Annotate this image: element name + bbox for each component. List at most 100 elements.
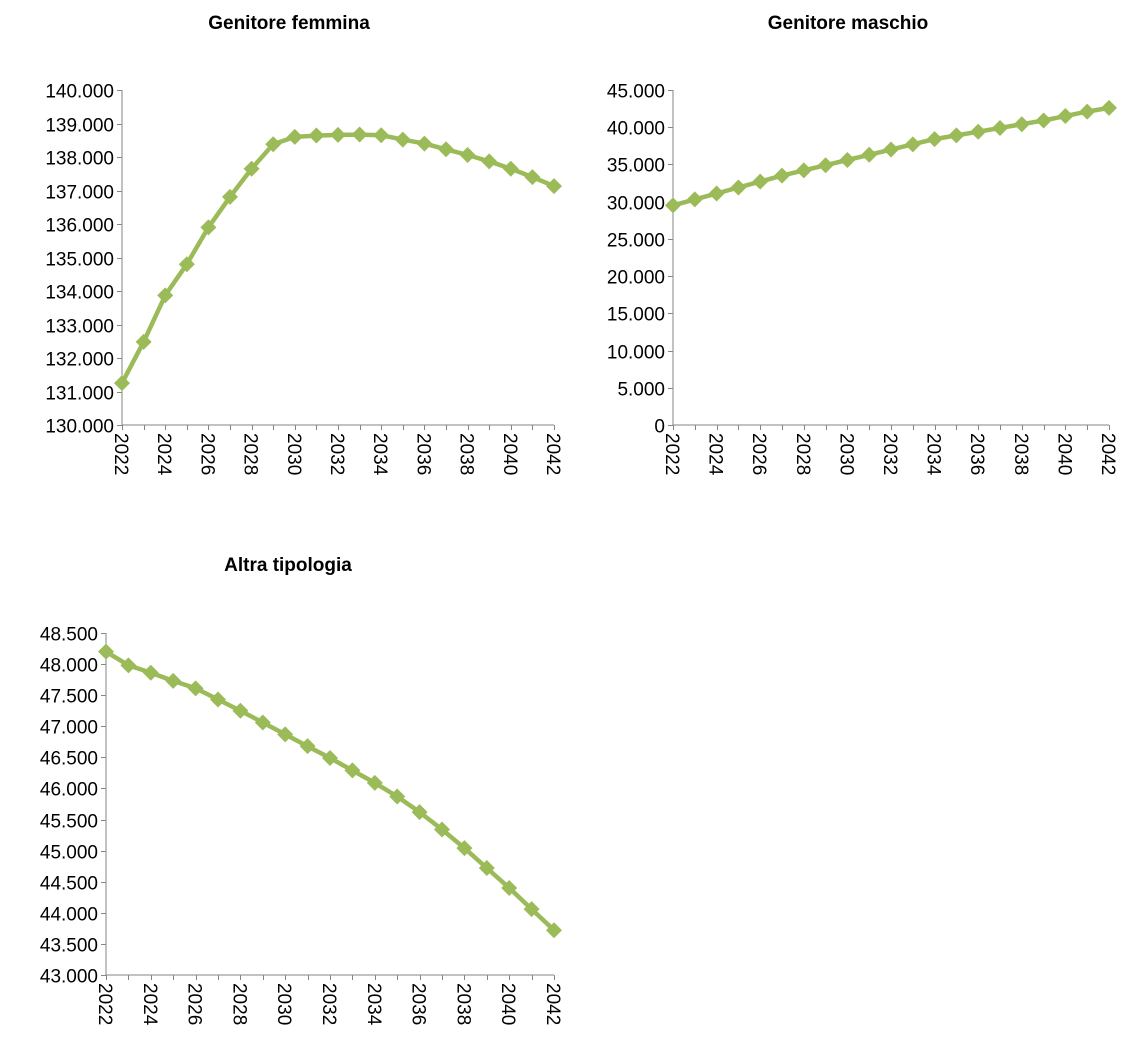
data-point-marker bbox=[481, 153, 498, 170]
x-tick-label: 2036 bbox=[408, 983, 429, 1025]
y-tick-label: 44.500 bbox=[40, 874, 98, 895]
x-tick-label: 2032 bbox=[326, 433, 347, 475]
data-point-marker bbox=[373, 127, 390, 144]
data-point-marker bbox=[394, 131, 411, 148]
x-tick-label: 2034 bbox=[923, 433, 944, 476]
data-point-marker bbox=[98, 643, 114, 660]
data-point-marker bbox=[232, 702, 249, 719]
y-tick-label: 135.000 bbox=[45, 250, 114, 271]
x-tick-label: 2030 bbox=[273, 983, 294, 1025]
x-tick-label: 2030 bbox=[835, 433, 856, 475]
x-tick-label: 2036 bbox=[412, 433, 433, 475]
data-point-marker bbox=[992, 119, 1008, 136]
y-tick-label: 137.000 bbox=[45, 183, 114, 204]
data-point-marker bbox=[730, 179, 747, 196]
series-line bbox=[103, 649, 557, 933]
data-point-marker bbox=[752, 173, 769, 190]
data-point-marker bbox=[351, 126, 368, 143]
data-point-marker bbox=[135, 333, 152, 350]
data-point-marker bbox=[222, 188, 238, 205]
y-tick-label: 10.000 bbox=[607, 343, 665, 364]
data-point-marker bbox=[243, 160, 260, 177]
y-tick-label: 46.500 bbox=[40, 749, 98, 770]
data-point-marker bbox=[708, 185, 725, 202]
data-point-marker bbox=[344, 762, 361, 779]
data-point-marker bbox=[114, 375, 130, 392]
x-tick-label: 2026 bbox=[748, 433, 769, 475]
x-tick-label: 2032 bbox=[318, 983, 339, 1025]
x-tick-label: 2026 bbox=[196, 433, 217, 475]
data-point-marker bbox=[120, 657, 137, 674]
data-point-marker bbox=[501, 879, 518, 896]
data-point-marker bbox=[970, 123, 987, 140]
data-point-marker bbox=[456, 840, 473, 857]
x-tick-label: 2040 bbox=[499, 433, 520, 475]
y-tick-label: 20.000 bbox=[607, 268, 665, 289]
y-tick-label: 48.000 bbox=[40, 656, 98, 677]
y-tick-label: 138.000 bbox=[45, 149, 114, 170]
x-tick-label: 2040 bbox=[1053, 433, 1074, 475]
y-tick-label: 136.000 bbox=[45, 216, 114, 237]
data-point-marker bbox=[904, 136, 921, 153]
y-tick-label: 47.500 bbox=[40, 687, 98, 708]
y-tick-label: 140.000 bbox=[45, 82, 114, 103]
data-point-marker bbox=[948, 127, 965, 144]
data-point-marker bbox=[322, 749, 338, 766]
data-point-marker bbox=[686, 191, 703, 208]
y-tick-label: 44.000 bbox=[40, 905, 98, 926]
x-tick-label: 2038 bbox=[452, 983, 473, 1025]
data-point-marker bbox=[1013, 116, 1030, 133]
y-tick-label: 15.000 bbox=[607, 305, 665, 326]
data-point-marker bbox=[861, 146, 878, 163]
data-point-marker bbox=[434, 821, 450, 838]
data-point-marker bbox=[502, 160, 519, 177]
data-point-marker bbox=[286, 128, 303, 145]
x-tick-label: 2022 bbox=[110, 433, 131, 475]
y-tick-label: 134.000 bbox=[45, 283, 114, 304]
x-tick-label: 2028 bbox=[240, 433, 261, 475]
y-tick-label: 131.000 bbox=[45, 384, 114, 405]
x-tick-label: 2042 bbox=[542, 983, 563, 1025]
y-tick-label: 45.000 bbox=[607, 82, 665, 103]
x-tick-label: 2038 bbox=[456, 433, 477, 475]
x-tick-label: 2022 bbox=[661, 433, 682, 475]
data-point-marker bbox=[200, 219, 217, 236]
data-point-marker bbox=[1035, 112, 1052, 129]
x-tick-label: 2038 bbox=[1010, 433, 1031, 475]
data-point-marker bbox=[478, 860, 495, 877]
data-point-marker bbox=[523, 901, 540, 918]
chart-title: Altra tipologia bbox=[224, 555, 352, 576]
x-tick-label: 2028 bbox=[792, 433, 813, 475]
y-tick-label: 40.000 bbox=[607, 119, 665, 140]
data-point-marker bbox=[308, 127, 325, 144]
y-tick-label: 46.000 bbox=[40, 780, 98, 801]
x-tick-label: 2034 bbox=[363, 983, 384, 1026]
data-point-marker bbox=[187, 680, 204, 697]
data-point-marker bbox=[411, 804, 428, 821]
x-tick-label: 2026 bbox=[184, 983, 205, 1025]
x-tick-label: 2022 bbox=[94, 983, 115, 1025]
chart-title: Genitore maschio bbox=[768, 13, 929, 34]
chart-genitore-maschio: Genitore maschio 0 5.000 10.000 15.000 20.00… bbox=[607, 13, 1118, 476]
data-point-marker bbox=[277, 726, 294, 743]
x-tick-label: 2042 bbox=[542, 433, 563, 475]
data-point-marker bbox=[926, 131, 943, 148]
x-tick-label: 2024 bbox=[139, 983, 160, 1026]
data-point-marker bbox=[254, 714, 271, 731]
x-tick-label: 2032 bbox=[879, 433, 900, 475]
y-tick-label: 132.000 bbox=[45, 350, 114, 371]
data-point-marker bbox=[883, 141, 899, 158]
chart-genitore-femmina: Genitore femmina 130.000 131.000 132.000 13… bbox=[45, 13, 563, 476]
data-point-marker bbox=[330, 126, 346, 143]
data-point-marker bbox=[165, 672, 182, 689]
x-tick-label: 2042 bbox=[1097, 433, 1118, 475]
data-point-marker bbox=[546, 922, 562, 939]
data-point-marker bbox=[265, 136, 282, 153]
data-point-marker bbox=[416, 135, 433, 152]
x-tick-label: 2024 bbox=[153, 433, 174, 476]
x-tick-label: 2036 bbox=[966, 433, 987, 475]
y-tick-label: 25.000 bbox=[607, 231, 665, 252]
data-point-marker bbox=[524, 169, 541, 186]
y-tick-label: 5.000 bbox=[617, 380, 665, 401]
